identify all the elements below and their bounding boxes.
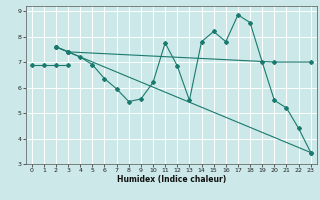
X-axis label: Humidex (Indice chaleur): Humidex (Indice chaleur): [116, 175, 226, 184]
